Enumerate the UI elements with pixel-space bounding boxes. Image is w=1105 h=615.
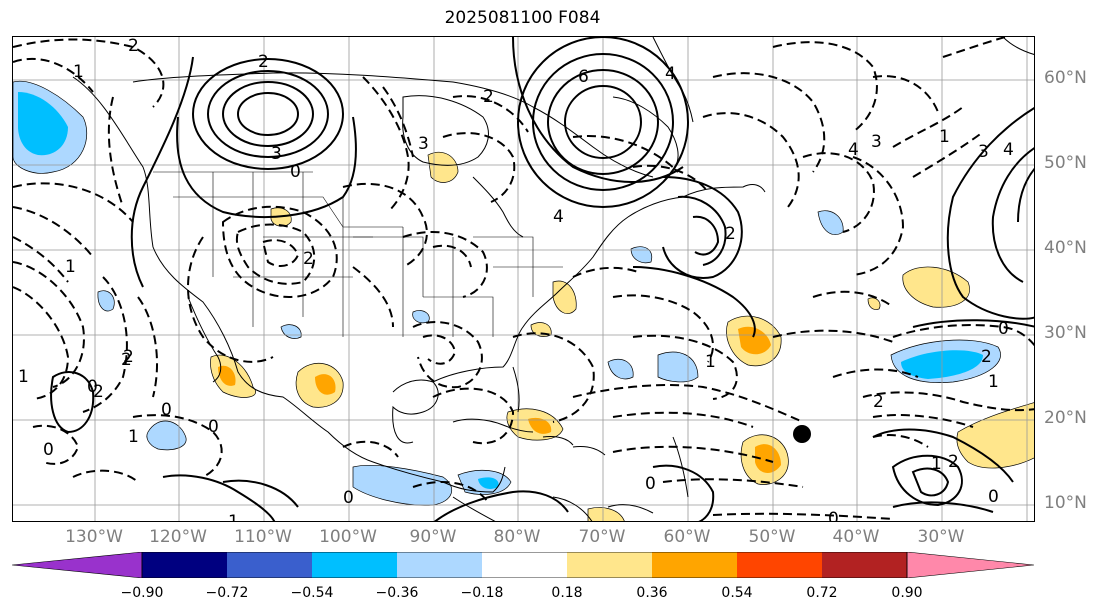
lat-label: 40°N — [1044, 238, 1087, 258]
contour-label: 1 — [128, 427, 139, 447]
colorbar-segment — [12, 552, 143, 578]
contour-label: 4 — [848, 140, 859, 160]
lat-label: 50°N — [1044, 153, 1087, 173]
contour-label: 4 — [665, 64, 676, 84]
contour-label: 2 — [303, 249, 314, 269]
lon-label: 110°W — [234, 527, 292, 547]
contour-label: 3 — [418, 134, 429, 154]
contour-label: 0 — [43, 440, 54, 460]
colorbar-tick-label: 0.54 — [721, 585, 753, 601]
contour-label: 1 — [18, 367, 29, 387]
colorbar-tick-label: 0.18 — [551, 585, 583, 601]
lon-label: 130°W — [65, 527, 123, 547]
contour-label: 6 — [578, 67, 589, 87]
lon-label: 40°W — [832, 527, 880, 547]
contour-label: 2 — [981, 347, 992, 367]
contour-label: 3 — [271, 144, 282, 164]
colorbar-tick-label: −0.54 — [290, 585, 334, 601]
graticule — [13, 37, 1034, 521]
lon-label: 100°W — [319, 527, 377, 547]
state-borders — [153, 171, 563, 337]
contour-label: 0 — [343, 488, 354, 508]
contour-label-group: 2 1 2 3 2 0 1 4 6 4 3 2 4 3 2 1 3 4 0 2 … — [18, 37, 1014, 522]
contour-label: 2 — [121, 350, 132, 370]
lat-label: 60°N — [1044, 68, 1087, 88]
colorbar-segment — [737, 552, 822, 578]
contour-label: 0 — [988, 487, 999, 507]
positive-contours — [50, 37, 1034, 521]
lon-label: 120°W — [149, 527, 207, 547]
contour-label: 0 — [828, 509, 839, 522]
colorbar-tick-label: 0.36 — [636, 585, 668, 601]
colorbar-segment — [312, 552, 397, 578]
contour-label: 0 — [998, 319, 1009, 339]
contour-label: 2 — [483, 87, 494, 107]
contour-label: 4 — [1003, 140, 1014, 160]
colorbar-segment — [142, 552, 227, 578]
colorbar-segment — [567, 552, 652, 578]
contour-label: 2 — [948, 452, 959, 472]
contour-label: 2 — [725, 224, 736, 244]
colorbar-tick-label: −0.72 — [205, 585, 249, 601]
contour-label: 0 — [208, 417, 219, 437]
colorbar-tick-label: −0.18 — [460, 585, 504, 601]
contour-label: 1 — [939, 127, 950, 147]
lon-label: 50°W — [748, 527, 796, 547]
contour-label: 3 — [871, 132, 882, 152]
lon-label: 90°W — [409, 527, 457, 547]
contour-label: 1 — [73, 62, 84, 82]
colorbar-segment — [397, 552, 482, 578]
colorbar-tick-label: 0.72 — [806, 585, 838, 601]
contour-label: 4 — [553, 207, 564, 227]
contour-label: 2 — [93, 382, 104, 402]
colorbar-tick-label: −0.90 — [120, 585, 164, 601]
contour-label: 2 — [128, 37, 139, 56]
contour-label: 0 — [87, 377, 98, 397]
lat-label: 10°N — [1044, 493, 1087, 513]
colorbar-segment — [482, 552, 567, 578]
map-svg: 2 1 2 3 2 0 1 4 6 4 3 2 4 3 2 1 3 4 0 2 … — [13, 37, 1034, 522]
colorbar-segment — [652, 552, 737, 578]
colorbar — [12, 552, 1035, 578]
contour-label: 3 — [978, 142, 989, 162]
map-panel: 2 1 2 3 2 0 1 4 6 4 3 2 4 3 2 1 3 4 0 2 … — [12, 36, 1035, 522]
contour-label: 2 — [873, 392, 884, 412]
contour-label: 2 — [258, 52, 269, 72]
contour-label: 0 — [161, 400, 172, 420]
contour-label: 1 — [65, 257, 76, 277]
location-marker — [793, 425, 811, 443]
contour-label: 1 — [228, 512, 239, 522]
contour-label: 0 — [290, 162, 301, 182]
lon-label: 60°W — [663, 527, 711, 547]
contour-label: 1 — [988, 372, 999, 392]
lat-label: 30°N — [1044, 323, 1087, 343]
contour-label: 1 — [705, 352, 716, 372]
shaded-regions — [13, 80, 1034, 521]
map-title: 2025081100 F084 — [444, 8, 601, 28]
lat-label: 20°N — [1044, 408, 1087, 428]
colorbar-tick-label: 0.90 — [891, 585, 923, 601]
colorbar-segment — [227, 552, 312, 578]
contour-label: 1 — [931, 454, 942, 474]
contour-label: 0 — [645, 474, 656, 494]
lon-label: 70°W — [578, 527, 626, 547]
colorbar-tick-label: −0.36 — [375, 585, 419, 601]
colorbar-segment — [906, 552, 1035, 578]
colorbar-segment — [822, 552, 907, 578]
lon-label: 80°W — [493, 527, 541, 547]
contour-label: 2 — [123, 347, 134, 367]
coastlines — [72, 37, 1034, 521]
negative-contours — [13, 37, 1034, 520]
lon-label: 30°W — [917, 527, 965, 547]
